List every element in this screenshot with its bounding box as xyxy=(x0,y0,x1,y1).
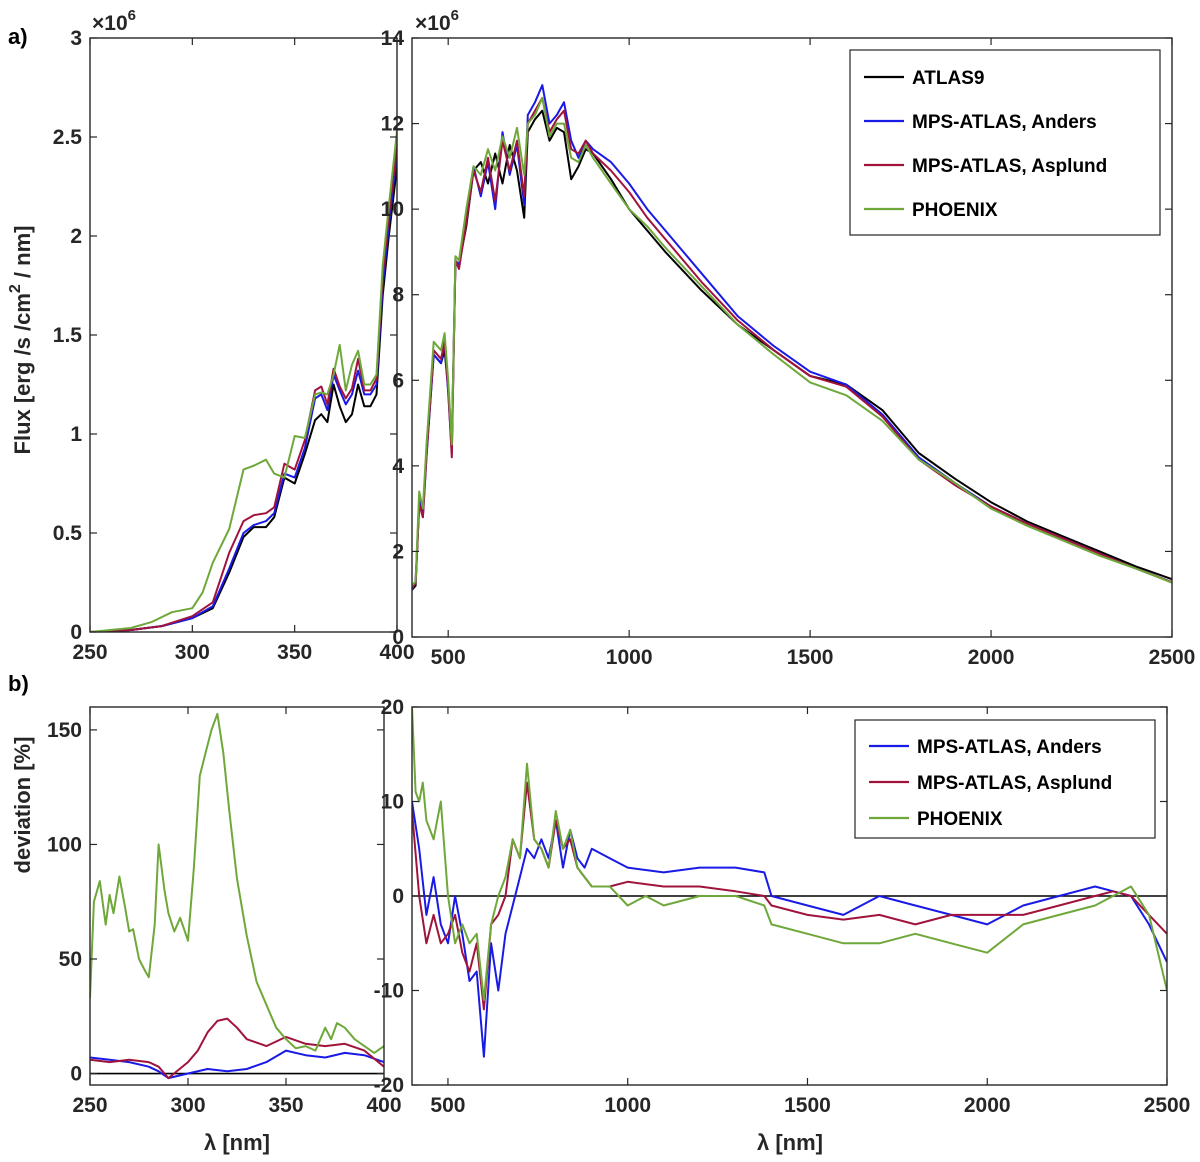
legend-label-mps-atlas-asplund: MPS-ATLAS, Asplund xyxy=(917,773,1112,794)
y-tick-label: 2 xyxy=(70,225,82,248)
y-tick-label: 0 xyxy=(392,626,404,649)
x-tick-label: 2000 xyxy=(968,646,1015,669)
y-tick-label: 0.5 xyxy=(53,522,83,545)
legend: MPS-ATLAS, Anders MPS-ATLAS, Asplund PHOEN… xyxy=(854,719,1156,839)
y-tick-label: 8 xyxy=(392,284,404,307)
x-tick-label: 2500 xyxy=(1144,1094,1191,1117)
legend-label-phoenix: PHOENIX xyxy=(917,809,1003,830)
series-line-phoenix xyxy=(412,707,1167,1001)
legend-label-mps-atlas-anders: MPS-ATLAS, Anders xyxy=(912,112,1097,133)
plot-frame xyxy=(89,706,385,1086)
legend-label-mps-atlas-anders: MPS-ATLAS, Anders xyxy=(917,737,1102,758)
series-line-phoenix xyxy=(90,130,397,632)
y-tick-label: 2.5 xyxy=(53,126,83,149)
y-tick-label: 3 xyxy=(70,27,82,50)
b-left-ylabel: deviation [%] xyxy=(10,737,35,874)
series-line-mps-atlas-anders xyxy=(90,1049,384,1080)
y-tick-label: -20 xyxy=(374,1074,404,1097)
y-tick-label: 150 xyxy=(47,719,82,742)
x-tick-label: 250 xyxy=(72,641,107,664)
y-tick-label: 14 xyxy=(381,27,405,50)
x-tick-label: 500 xyxy=(430,1094,465,1117)
x-tick-label: 1000 xyxy=(606,646,653,669)
x-tick-label: 300 xyxy=(175,641,210,664)
panel-label-a: a) xyxy=(8,24,28,49)
a-right-exponent-label: ×106 xyxy=(415,7,459,35)
y-tick-label: 2 xyxy=(392,540,404,563)
y-tick-label: 10 xyxy=(381,198,404,221)
x-tick-label: 400 xyxy=(366,1094,401,1117)
x-tick-label: 2500 xyxy=(1149,646,1196,669)
y-tick-label: 50 xyxy=(59,948,82,971)
x-tick-label: 350 xyxy=(268,1094,303,1117)
x-tick-label: 1500 xyxy=(784,1094,831,1117)
y-tick-label: 100 xyxy=(47,833,82,856)
x-tick-label: 300 xyxy=(170,1094,205,1117)
chart-a_right: 500 1000 1500 2000 2500 0 2 4 6 8 10 12 14 ATLAS9 MPS-… xyxy=(381,27,1196,669)
a-left-exponent-label: ×106 xyxy=(92,7,136,35)
legend-label-phoenix: PHOENIX xyxy=(912,200,998,221)
y-tick-label: 0 xyxy=(70,1063,82,1086)
b-left-xlabel: λ [nm] xyxy=(204,1130,270,1155)
panel-label-b: b) xyxy=(8,671,29,696)
b-right-xlabel: λ [nm] xyxy=(757,1130,823,1155)
x-tick-label: 400 xyxy=(379,641,414,664)
x-tick-label: 1500 xyxy=(787,646,834,669)
y-tick-label: 0 xyxy=(392,885,404,908)
chart-b_right: 500 1000 1500 2000 2500 -20 -10 0 10 20 MPS-ATLAS,… xyxy=(374,696,1191,1117)
y-tick-label: 1 xyxy=(70,423,82,446)
y-tick-label: 10 xyxy=(381,791,404,814)
y-tick-label: 4 xyxy=(392,455,404,478)
plot-frame xyxy=(89,37,398,633)
legend-label-mps-atlas-asplund: MPS-ATLAS, Asplund xyxy=(912,156,1107,177)
x-tick-label: 350 xyxy=(277,641,312,664)
y-tick-label: 0 xyxy=(70,621,82,644)
legend-label-atlas9: ATLAS9 xyxy=(912,68,984,89)
x-tick-label: 250 xyxy=(72,1094,107,1117)
series-line-phoenix xyxy=(412,96,1172,587)
y-tick-label: -10 xyxy=(374,980,404,1003)
series-line-phoenix xyxy=(90,712,384,1054)
a-left-ylabel: Flux [erg /s /cm2 / nm] xyxy=(7,226,35,455)
y-tick-label: 20 xyxy=(381,696,404,719)
series-line-mps-atlas-asplund xyxy=(90,1017,384,1080)
legend-box xyxy=(849,49,1161,236)
series-line-mps-atlas-asplund xyxy=(90,146,397,632)
x-tick-label: 500 xyxy=(431,646,466,669)
legend: ATLAS9 MPS-ATLAS, Anders MPS-ATLAS, Asplun… xyxy=(849,49,1161,236)
x-tick-label: 2000 xyxy=(964,1094,1011,1117)
y-tick-label: 6 xyxy=(392,369,404,392)
series-line-mps-atlas-anders xyxy=(90,152,397,632)
y-tick-label: 1.5 xyxy=(53,324,83,347)
y-tick-label: 12 xyxy=(381,113,404,136)
series-line-atlas9 xyxy=(90,166,397,632)
x-tick-label: 1000 xyxy=(604,1094,651,1117)
plot-frame xyxy=(411,37,1173,638)
